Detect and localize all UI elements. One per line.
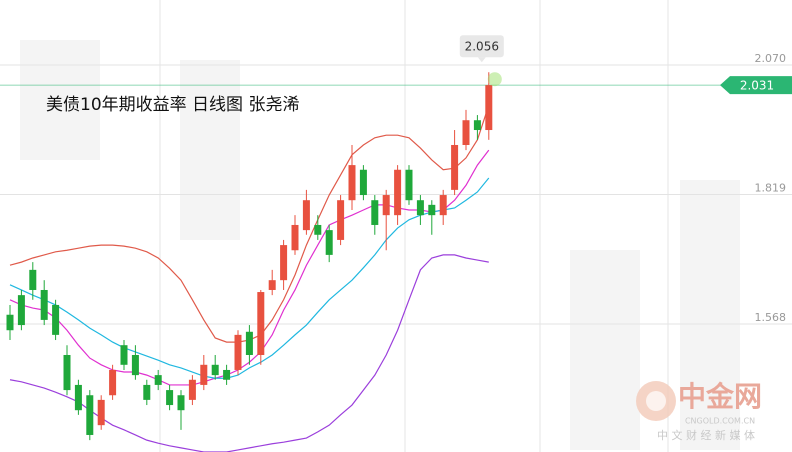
candle-body bbox=[200, 364, 208, 385]
candle-body bbox=[348, 165, 356, 201]
y-tick-label: 2.070 bbox=[755, 52, 787, 65]
candle-body bbox=[382, 195, 390, 216]
candle-body bbox=[177, 395, 185, 411]
candle-body bbox=[451, 144, 459, 190]
last-price-tag bbox=[720, 76, 792, 95]
high-tooltip bbox=[459, 35, 504, 58]
candle-body bbox=[325, 230, 333, 255]
candle-body bbox=[462, 120, 470, 145]
candle-body bbox=[245, 331, 253, 355]
candle-body bbox=[439, 195, 447, 216]
candle-body bbox=[40, 289, 48, 320]
candle-body bbox=[280, 245, 288, 281]
candle-body bbox=[120, 345, 128, 365]
watermark-brand: 中金网 bbox=[678, 380, 762, 413]
watermark-buildings bbox=[20, 40, 740, 450]
candle-body bbox=[291, 224, 299, 251]
candle-body bbox=[6, 314, 14, 331]
candle-body bbox=[314, 224, 322, 235]
candle-body bbox=[63, 354, 71, 391]
candle-body bbox=[97, 399, 105, 426]
candle-body bbox=[154, 375, 162, 385]
watermark-slogan: 中 文 财 经 新 媒 体 bbox=[657, 428, 755, 442]
candle-body bbox=[17, 295, 25, 326]
candle-body bbox=[52, 304, 60, 335]
y-tick-label: 1.568 bbox=[755, 311, 787, 324]
candle-body bbox=[109, 369, 117, 396]
watermark-site: CNGOLD.COM.CN bbox=[685, 417, 755, 426]
watermark-logo: 中金网 CNGOLD.COM.CN 中 文 财 经 新 媒 体 bbox=[636, 380, 762, 442]
candle-body bbox=[234, 334, 242, 370]
candle-body bbox=[428, 204, 436, 216]
indicator-line bbox=[9, 177, 490, 379]
high-tooltip-pointer bbox=[477, 57, 486, 63]
candle-body bbox=[405, 169, 413, 201]
candle-body bbox=[188, 379, 196, 400]
candle-body bbox=[29, 269, 37, 290]
candle-body bbox=[473, 120, 481, 131]
high-label: 2.056 bbox=[465, 40, 499, 54]
candle-body bbox=[302, 200, 310, 231]
last-price-label: 2.031 bbox=[740, 79, 774, 93]
candle-body bbox=[485, 85, 493, 131]
candle-body bbox=[74, 384, 82, 411]
candle-body bbox=[371, 200, 379, 225]
candle-body bbox=[257, 292, 265, 355]
candle-body bbox=[359, 169, 367, 196]
candle-body bbox=[394, 169, 402, 216]
candle-body bbox=[416, 200, 424, 216]
candle-body bbox=[268, 280, 276, 290]
chart-title: 美债10年期收益率 日线图 张尧浠 bbox=[46, 95, 299, 115]
candle-body bbox=[86, 395, 94, 435]
candle-body bbox=[143, 384, 151, 400]
candle-body bbox=[166, 390, 174, 406]
y-tick-label: 1.819 bbox=[755, 182, 787, 195]
candle-body bbox=[337, 200, 345, 240]
candle-body bbox=[211, 364, 219, 376]
candle-body bbox=[223, 369, 231, 380]
high-marker bbox=[487, 72, 502, 87]
candle-body bbox=[131, 354, 139, 376]
